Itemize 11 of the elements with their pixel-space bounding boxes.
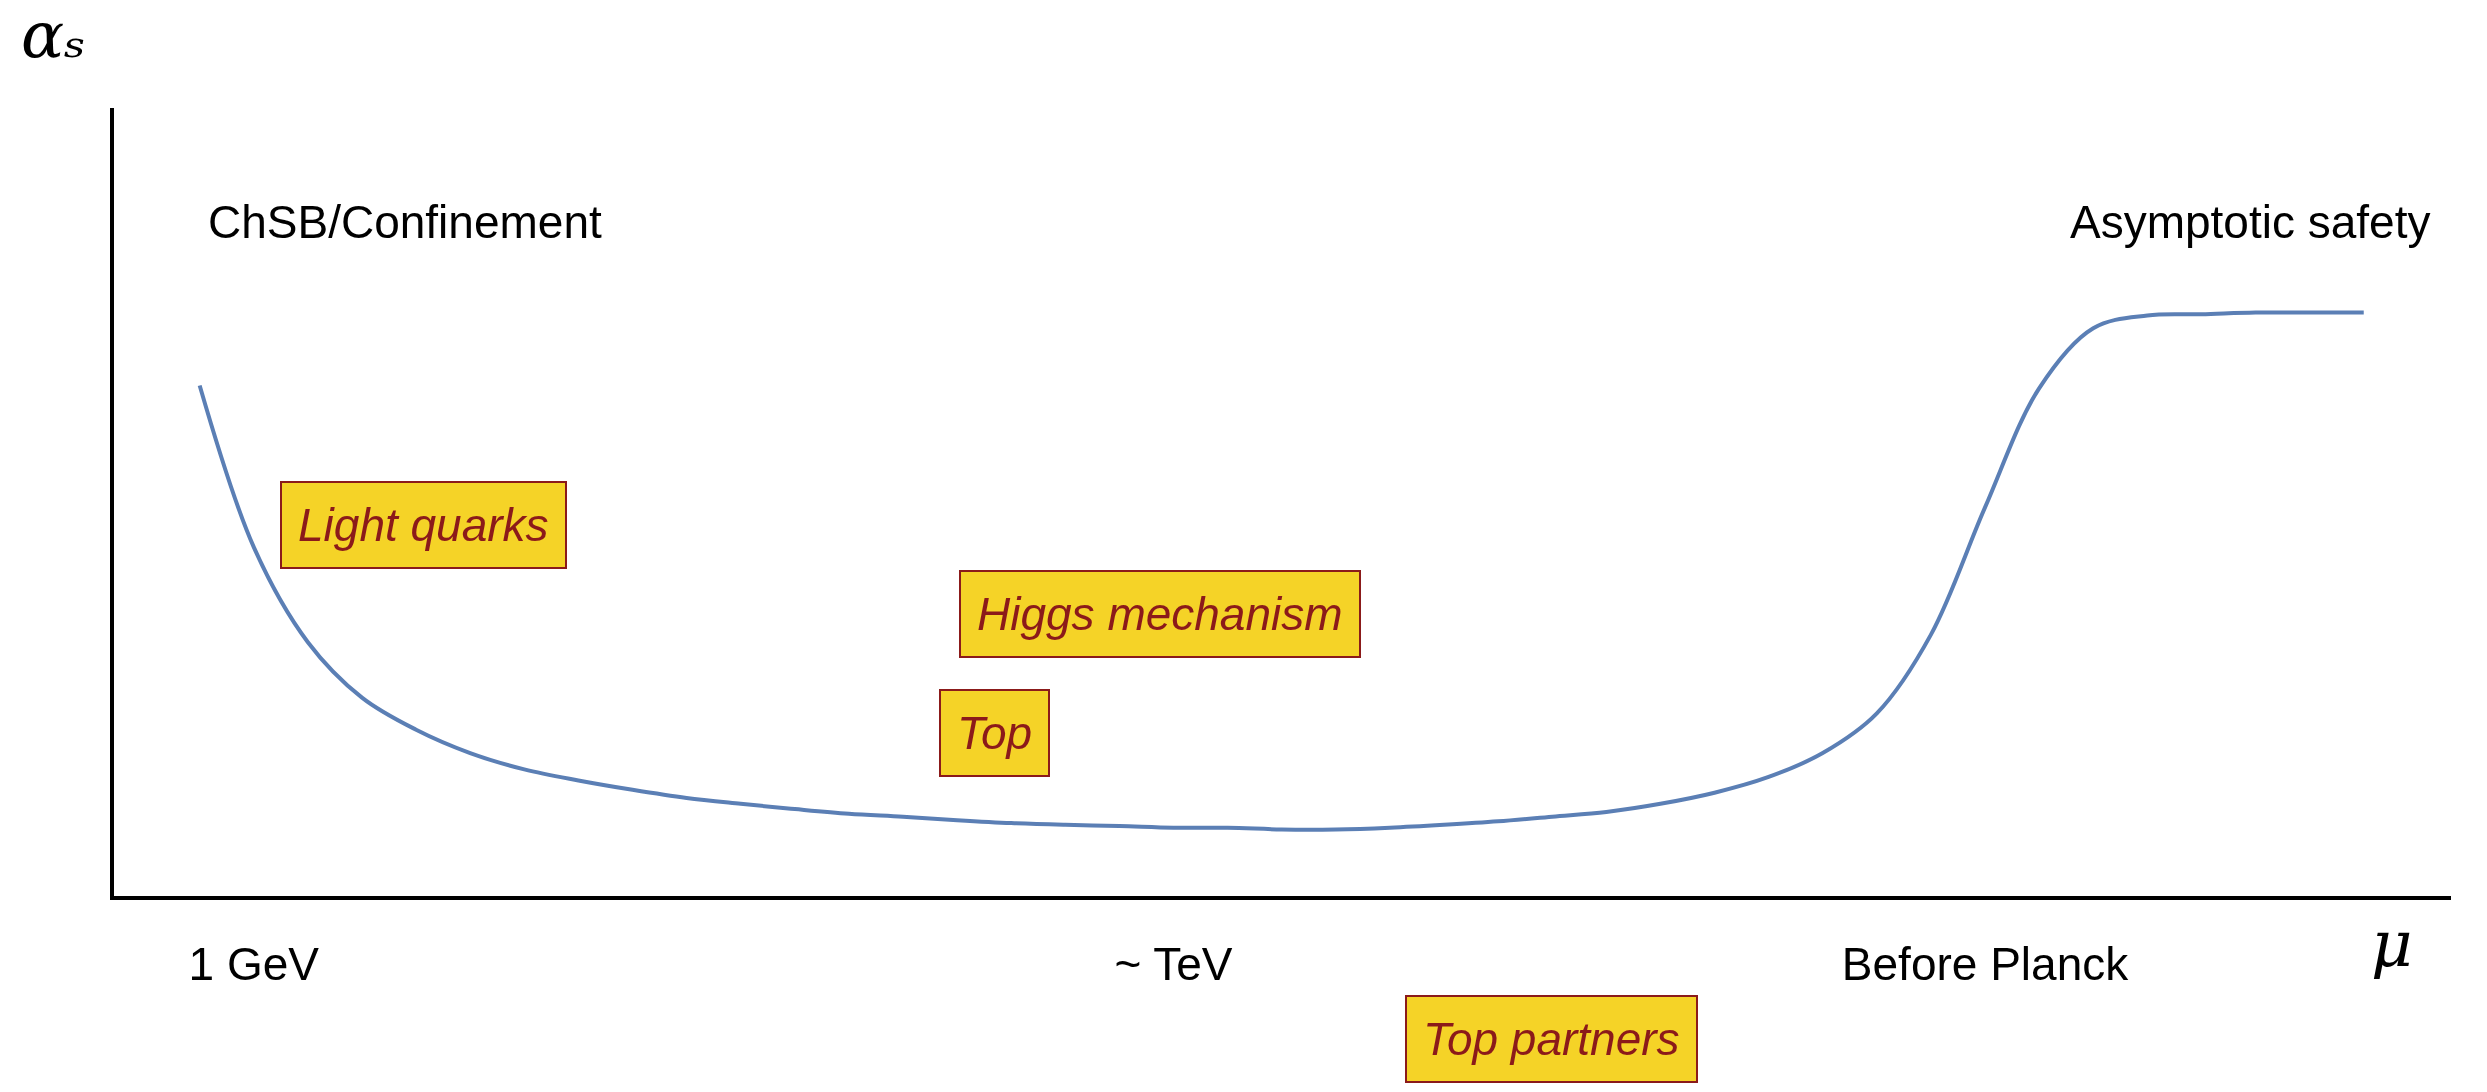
x-axis-title: μ [2371,907,2413,981]
text: ChSB/Confinement [208,196,602,248]
annotation: Higgs mechanism [977,588,1343,640]
annotation: Top [957,707,1033,759]
text: Asymptotic safety [2070,196,2431,248]
text: Top partners [1423,1013,1680,1065]
x-tick-label: ~ TeV [1114,938,1233,991]
annotation: Light quarks [298,499,549,551]
x-tick-label: Before Planck [1841,938,2130,991]
y-axis-title: αₛ [21,0,86,72]
x-tick-label: 1 GeV [188,938,320,991]
